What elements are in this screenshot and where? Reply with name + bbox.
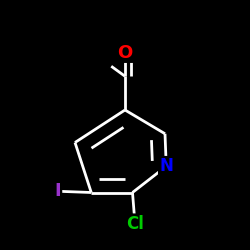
Text: Cl: Cl <box>126 215 144 233</box>
Text: N: N <box>159 157 173 175</box>
Text: O: O <box>118 44 132 62</box>
Text: I: I <box>54 182 61 200</box>
